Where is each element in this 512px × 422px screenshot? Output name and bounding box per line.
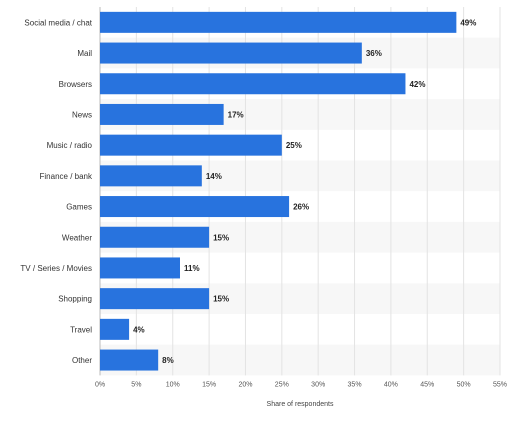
category-label: Browsers bbox=[59, 80, 92, 89]
bar bbox=[100, 165, 202, 187]
category-label: Other bbox=[72, 356, 92, 365]
bar bbox=[100, 73, 406, 95]
value-label: 14% bbox=[206, 172, 222, 181]
category-label: TV / Series / Movies bbox=[20, 264, 92, 273]
category-label: Social media / chat bbox=[24, 18, 92, 27]
value-label: 8% bbox=[162, 356, 174, 365]
bar bbox=[100, 318, 130, 340]
x-tick-label: 5% bbox=[131, 381, 141, 388]
x-tick-label: 55% bbox=[493, 381, 507, 388]
x-tick-label: 10% bbox=[166, 381, 180, 388]
bar bbox=[100, 257, 180, 279]
value-label: 49% bbox=[460, 18, 476, 27]
value-label: 15% bbox=[213, 233, 229, 242]
category-labels: Social media / chat Mail Browsers News Music… bbox=[20, 18, 93, 365]
value-label: 17% bbox=[228, 110, 244, 119]
bar bbox=[100, 103, 224, 125]
category-label: Weather bbox=[62, 233, 92, 242]
x-tick-label: 15% bbox=[202, 381, 216, 388]
category-label: News bbox=[72, 110, 92, 119]
bar bbox=[100, 226, 210, 248]
x-tick-label: 20% bbox=[238, 381, 252, 388]
value-labels: 49% 36% 42% 17% 25% 14% 26% 15% 11% 15% 4% 8% bbox=[133, 18, 476, 365]
bar bbox=[100, 42, 362, 64]
category-label: Travel bbox=[70, 325, 92, 334]
row-band bbox=[100, 344, 500, 376]
value-label: 15% bbox=[213, 295, 229, 304]
value-label: 36% bbox=[366, 49, 382, 58]
gridlines bbox=[99, 7, 501, 376]
x-tick-label: 35% bbox=[348, 381, 362, 388]
x-tick-label: 0% bbox=[95, 381, 105, 388]
x-tick-labels: 0% 5% 10% 15% 20% 25% 30% 35% 40% 45% 50% 55% bbox=[95, 381, 507, 388]
category-label: Music / radio bbox=[47, 141, 93, 150]
x-tick-label: 30% bbox=[311, 381, 325, 388]
category-label: Finance / bank bbox=[40, 172, 93, 181]
bar bbox=[100, 288, 210, 310]
value-label: 42% bbox=[409, 80, 425, 89]
category-label: Shopping bbox=[58, 295, 92, 304]
bar bbox=[100, 134, 282, 156]
x-tick-label: 40% bbox=[384, 381, 398, 388]
x-axis-title: Share of respondents bbox=[267, 401, 334, 408]
bar bbox=[100, 349, 159, 371]
category-label: Games bbox=[66, 203, 92, 212]
x-tick-label: 50% bbox=[457, 381, 471, 388]
value-label: 11% bbox=[184, 264, 200, 273]
x-tick-label: 45% bbox=[420, 381, 434, 388]
bar bbox=[100, 196, 290, 218]
bars bbox=[100, 11, 457, 371]
value-label: 4% bbox=[133, 325, 145, 334]
value-label: 25% bbox=[286, 141, 302, 150]
x-tick-label: 25% bbox=[275, 381, 289, 388]
bar bbox=[100, 11, 457, 33]
value-label: 26% bbox=[293, 203, 309, 212]
category-label: Mail bbox=[77, 49, 92, 58]
